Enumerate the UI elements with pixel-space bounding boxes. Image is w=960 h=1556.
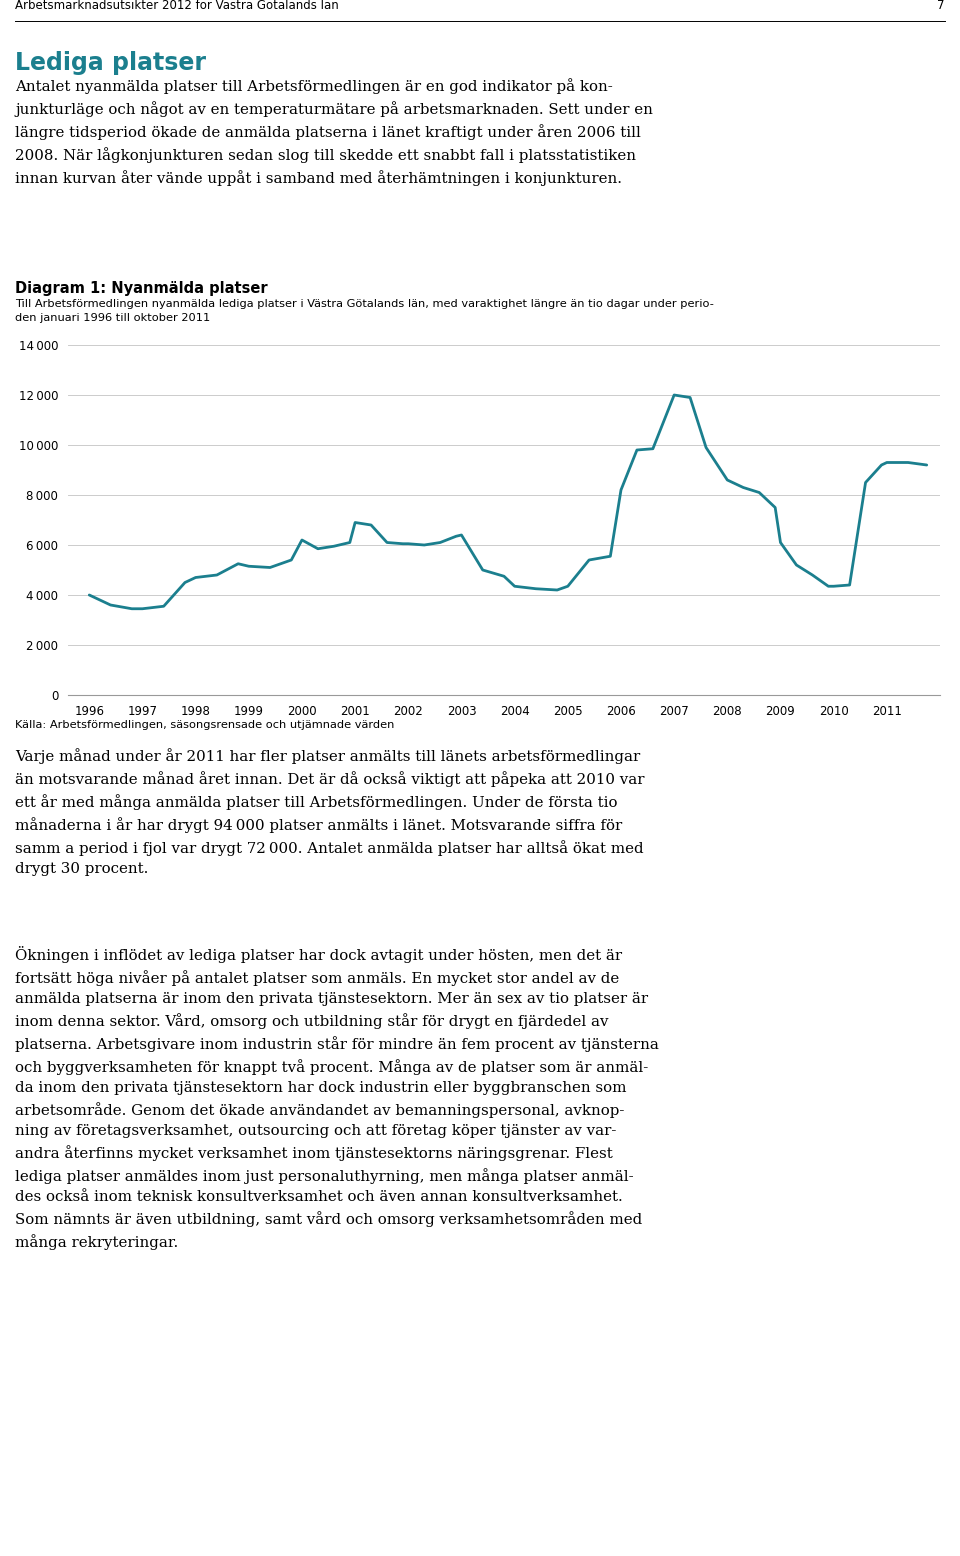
Text: Till Arbetsförmedlingen nyanmälda lediga platser i Västra Götalands län, med var: Till Arbetsförmedlingen nyanmälda lediga… — [15, 299, 714, 322]
Text: Antalet nyanmälda platser till Arbetsförmedlingen är en god indikator på kon-
ju: Antalet nyanmälda platser till Arbetsför… — [15, 78, 653, 185]
Text: Ökningen i inflödet av lediga platser har dock avtagit under hösten, men det är
: Ökningen i inflödet av lediga platser ha… — [15, 946, 659, 1249]
Text: Källa: Arbetsförmedlingen, säsongsrensade och utjämnade värden: Källa: Arbetsförmedlingen, säsongsrensad… — [15, 720, 395, 730]
Text: Arbetsmarknadsutsikter 2012 för Västra Götalands län: Arbetsmarknadsutsikter 2012 för Västra G… — [15, 0, 339, 12]
Text: Varje månad under år 2011 har fler platser anmälts till länets arbetsförmedlinga: Varje månad under år 2011 har fler plats… — [15, 748, 644, 876]
Text: Diagram 1: Nyanmälda platser: Diagram 1: Nyanmälda platser — [15, 282, 268, 296]
Text: Lediga platser: Lediga platser — [15, 51, 206, 75]
Text: 7: 7 — [938, 0, 945, 12]
